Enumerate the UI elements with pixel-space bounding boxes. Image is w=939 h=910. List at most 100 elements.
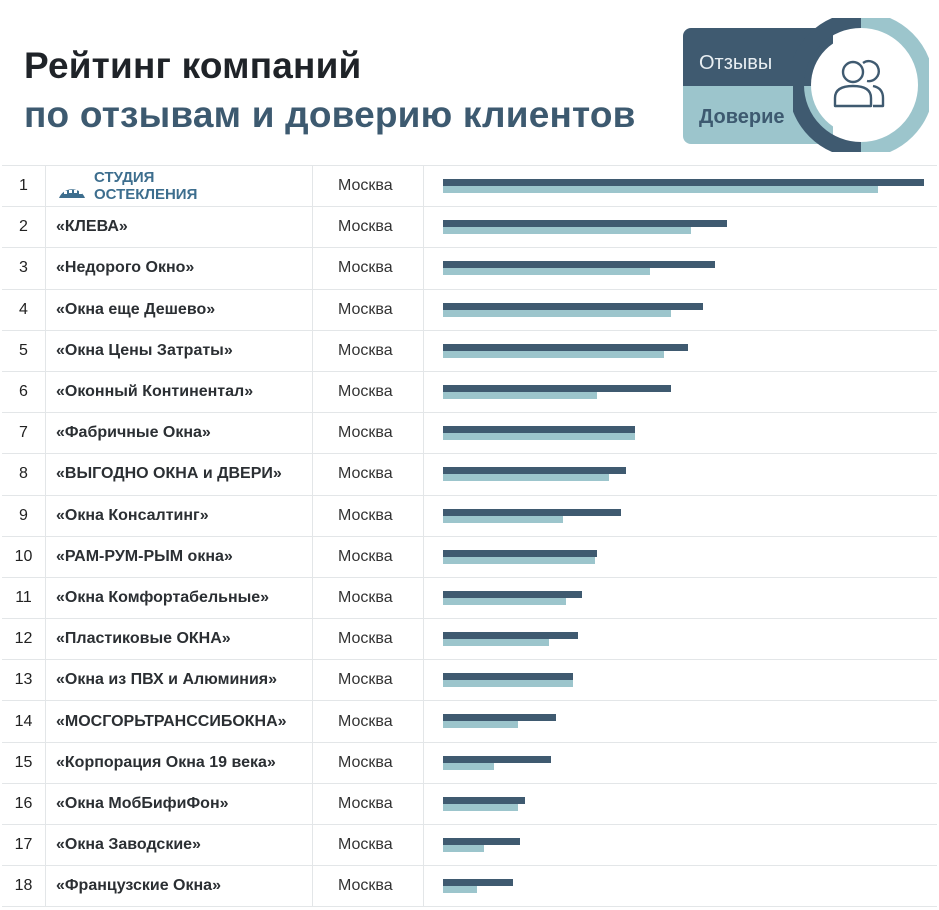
legend-ring-reviews-arc <box>793 18 862 152</box>
bar-reviews <box>443 879 513 887</box>
bar-trust <box>443 886 477 894</box>
bar-trust <box>443 350 665 358</box>
city-cell: Москва <box>314 248 424 289</box>
bars-cell <box>425 331 937 371</box>
company-name: «Окна Комфортабельные» <box>46 577 313 619</box>
city-cell: Москва <box>314 619 424 660</box>
bars-cell <box>425 866 937 906</box>
bar-reviews <box>443 343 689 351</box>
bars-cell <box>425 290 937 330</box>
bar-trust <box>443 762 494 770</box>
bar-reviews <box>443 426 636 434</box>
table-row: 8 «ВЫГОДНО ОКНА и ДВЕРИ» Москва <box>2 454 937 496</box>
city-cell: Москва <box>314 166 424 207</box>
legend: Отзывы Доверие <box>683 18 929 152</box>
table-row: 4 «Окна еще Дешево» Москва <box>2 289 937 331</box>
bar-trust <box>443 845 484 852</box>
company-name: «РАМ-РУМ-РЫМ окна» <box>46 536 313 577</box>
bar-trust <box>443 268 650 276</box>
legend-ring-trust-arc <box>860 18 929 152</box>
city-cell: Москва <box>314 413 424 454</box>
bars-cell <box>425 496 937 536</box>
company-name: «КЛЕВА» <box>46 207 313 248</box>
bar-trust <box>443 556 595 564</box>
rank-cell: 8 <box>2 454 46 495</box>
company-name: «Окна из ПВХ и Алюминия» <box>46 660 313 701</box>
bar-reviews <box>443 590 583 598</box>
bar-trust <box>443 309 672 317</box>
bars-cell <box>425 743 937 783</box>
rank-cell: 16 <box>2 783 46 824</box>
table-row: 1 СТУДИЯ ОСТЕКЛЕНИЯ Москва <box>2 166 937 208</box>
company-name: «МОСГОРЬТРАНССИБОКНА» <box>46 701 313 742</box>
table-row: 17 «Окна Заводские» Москва <box>2 825 937 867</box>
company-logo: СТУДИЯ ОСТЕКЛЕНИЯ <box>46 166 313 207</box>
city-cell: Москва <box>314 495 424 536</box>
city-cell: Москва <box>314 454 424 495</box>
rank-cell: 13 <box>2 660 46 701</box>
rank-cell: 10 <box>2 536 46 577</box>
bars-cell <box>425 207 937 247</box>
company-name: «Окна Консалтинг» <box>46 495 313 536</box>
rank-cell: 15 <box>2 742 46 783</box>
window-building-icon <box>59 184 85 199</box>
bar-reviews <box>443 384 672 392</box>
legend-ring-center <box>811 35 911 135</box>
title-line-1: Рейтинг компаний <box>24 45 362 86</box>
table-row: 18 «Французские Окна» Москва <box>2 866 937 908</box>
table-row: 16 «Окна МобБифиФон» Москва <box>2 783 937 825</box>
bar-reviews <box>443 261 715 269</box>
company-name: «Недорого Окно» <box>46 248 313 289</box>
bars-cell <box>425 660 937 700</box>
bars-cell <box>425 454 937 494</box>
rank-cell: 14 <box>2 701 46 742</box>
company-name: «Оконный Континентал» <box>46 371 313 413</box>
bars-cell <box>425 701 937 741</box>
city-cell: Москва <box>314 207 424 248</box>
company-name: «Фабричные Окна» <box>46 413 313 454</box>
table-row: 6 «Оконный Континентал» Москва <box>2 371 937 414</box>
city-cell: Москва <box>314 660 424 701</box>
table-row: 15 «Корпорация Окна 19 века» Москва <box>2 742 937 784</box>
company-name: «Окна МобБифиФон» <box>46 783 313 824</box>
table-row: 5 «Окна Цены Затраты» Москва <box>2 330 937 372</box>
bars-cell <box>425 619 937 659</box>
city-cell: Москва <box>314 742 424 783</box>
bar-reviews <box>443 796 525 804</box>
bars-cell <box>425 372 937 412</box>
legend-trust-label: Доверие <box>699 106 785 128</box>
table-row: 11 «Окна Комфортабельные» Москва <box>2 577 937 620</box>
studio-logo: СТУДИЯ ОСТЕКЛЕНИЯ <box>56 169 214 203</box>
company-name: СТУДИЯ ОСТЕКЛЕНИЯ <box>94 169 198 204</box>
city-cell: Москва <box>314 783 424 824</box>
bars-cell <box>425 784 937 824</box>
rank-cell: 4 <box>2 289 46 330</box>
rank-cell: 9 <box>2 495 46 536</box>
table-row: 10 «РАМ-РУМ-РЫМ окна» Москва <box>2 536 937 578</box>
bar-reviews <box>443 549 597 557</box>
bar-trust <box>443 227 691 235</box>
company-name: «Корпорация Окна 19 века» <box>46 742 313 783</box>
bars-cell <box>425 248 937 288</box>
rank-cell: 2 <box>2 207 46 248</box>
company-name: «Окна еще Дешево» <box>46 289 313 330</box>
legend-reviews-label: Отзывы <box>699 52 773 74</box>
city-cell: Москва <box>314 536 424 577</box>
bar-trust <box>443 391 597 399</box>
legend-ring <box>793 18 929 152</box>
table-row: 9 «Окна Консалтинг» Москва <box>2 495 937 537</box>
bar-trust <box>443 433 636 441</box>
rank-cell: 7 <box>2 413 46 454</box>
city-cell: Москва <box>314 577 424 619</box>
bar-reviews <box>443 755 552 763</box>
bars-cell <box>425 166 937 206</box>
bar-reviews <box>443 302 703 310</box>
city-cell: Москва <box>314 289 424 330</box>
rank-cell: 5 <box>2 330 46 371</box>
ranking-table: 1 СТУДИЯ ОСТЕКЛЕНИЯ Москва 2 «КЛЕВА» Москва 3 «… <box>2 165 937 908</box>
rank-cell: 6 <box>2 371 46 413</box>
bars-cell <box>425 413 937 453</box>
bars-cell <box>425 537 937 577</box>
rank-cell: 1 <box>2 166 46 207</box>
rank-cell: 3 <box>2 248 46 289</box>
